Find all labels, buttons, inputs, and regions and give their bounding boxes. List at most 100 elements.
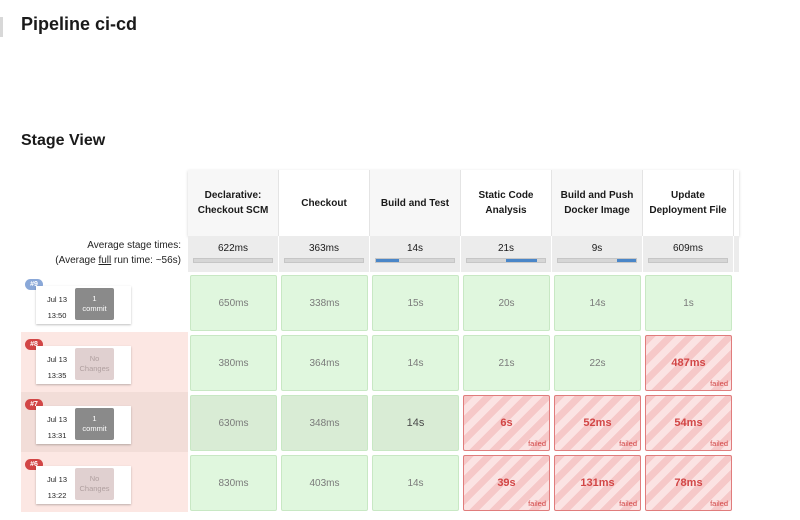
stage-duration: 14s <box>406 417 425 429</box>
stage-average-bar-fill <box>506 259 538 262</box>
stage-cell-2[interactable]: 403ms <box>281 455 368 511</box>
run-number-badge[interactable]: #8 <box>25 339 43 350</box>
stage-failed-label: failed <box>528 499 546 508</box>
stage-duration: 14s <box>407 357 424 369</box>
section-title: Stage View <box>21 132 106 149</box>
stage-header-2: Checkout <box>279 170 370 236</box>
stage-average-3: 14s <box>370 236 461 272</box>
full-run-link[interactable]: full <box>98 255 112 266</box>
stage-cell-1[interactable]: 630ms <box>190 395 277 451</box>
average-stage-times-label: Average stage times: (Average full run t… <box>55 240 181 266</box>
stage-average-value: 14s <box>406 243 424 254</box>
stage-cell-3[interactable]: 14s <box>372 395 459 451</box>
left-edge-marker <box>0 17 3 37</box>
stage-average-bar-fill <box>288 259 317 262</box>
stage-average-bar <box>193 258 273 263</box>
run-changes-button[interactable]: 1 commit <box>75 408 114 440</box>
stage-duration: 830ms <box>218 477 249 489</box>
stage-duration: 54ms <box>674 417 703 429</box>
stage-cell-6[interactable]: 487ms failed <box>645 335 732 391</box>
stage-average-value: 609ms <box>672 243 703 254</box>
stage-duration: 348ms <box>309 417 340 429</box>
stage-duration: 14s <box>589 297 606 309</box>
run-date: Jul 13 13:31 <box>46 415 67 440</box>
run-date: Jul 13 13:35 <box>46 355 67 380</box>
stage-cell-3[interactable]: 14s <box>372 455 459 511</box>
stage-cell-4[interactable]: 20s <box>463 275 550 331</box>
stage-average-value: 9s <box>591 243 603 254</box>
stage-duration: 6s <box>500 417 513 429</box>
stage-average-4: 21s <box>461 236 552 272</box>
stage-duration: 52ms <box>583 417 612 429</box>
stage-average-bar-fill <box>197 259 233 262</box>
stage-cell-5[interactable]: 52ms failed <box>554 395 641 451</box>
stage-cell-3[interactable]: 14s <box>372 335 459 391</box>
run-date: Jul 13 13:50 <box>46 295 67 320</box>
run-number-badge[interactable]: #6 <box>25 459 43 470</box>
stage-average-value: 363ms <box>308 243 339 254</box>
stage-average-bar-fill <box>376 259 400 262</box>
stage-cell-1[interactable]: 380ms <box>190 335 277 391</box>
stage-duration: 131ms <box>580 477 615 489</box>
stage-average-5: 9s <box>552 236 643 272</box>
stage-average-value: 21s <box>497 243 515 254</box>
stage-cell-6[interactable]: 54ms failed <box>645 395 732 451</box>
run-changes-button[interactable]: 1 commit <box>75 288 114 320</box>
stage-cell-5[interactable]: 14s <box>554 275 641 331</box>
stage-duration: 14s <box>407 477 424 489</box>
run-card[interactable]: Jul 13 13:31 1 commit <box>36 406 131 444</box>
run-number-badge[interactable]: #9 <box>25 279 43 290</box>
run-card[interactable]: Jul 13 13:50 1 commit <box>36 286 131 324</box>
run-card[interactable]: Jul 13 13:35 No Changes <box>36 346 131 384</box>
stage-header-3: Build and Test <box>370 170 461 236</box>
stage-duration: 338ms <box>309 297 340 309</box>
stage-duration: 20s <box>498 297 515 309</box>
stage-duration: 364ms <box>309 357 340 369</box>
stage-cell-1[interactable]: 650ms <box>190 275 277 331</box>
stage-average-bar <box>375 258 455 263</box>
stage-header-5: Build and Push Docker Image <box>552 170 643 236</box>
stage-average-bar <box>284 258 364 263</box>
stage-average-6: 609ms <box>643 236 734 272</box>
run-row: #8 Jul 13 13:35 No Changes 380ms 364ms 14s 21s 22… <box>21 332 739 392</box>
stage-cell-3[interactable]: 15s <box>372 275 459 331</box>
stage-cell-2[interactable]: 364ms <box>281 335 368 391</box>
page-title: Pipeline ci-cd <box>21 14 138 34</box>
stage-average-bar <box>466 258 546 263</box>
stage-duration: 78ms <box>674 477 703 489</box>
stage-cell-1[interactable]: 830ms <box>190 455 277 511</box>
stage-average-bar-fill <box>652 259 673 262</box>
stage-duration: 21s <box>498 357 515 369</box>
stage-cell-4[interactable]: 21s <box>463 335 550 391</box>
run-card[interactable]: Jul 13 13:22 No Changes <box>36 466 131 504</box>
stage-cell-2[interactable]: 348ms <box>281 395 368 451</box>
run-number-badge[interactable]: #7 <box>25 399 43 410</box>
stage-failed-label: failed <box>710 439 728 448</box>
stage-header-1: Declarative: Checkout SCM <box>188 170 279 236</box>
stage-cell-4[interactable]: 39s failed <box>463 455 550 511</box>
stage-cell-2[interactable]: 338ms <box>281 275 368 331</box>
stage-cell-5[interactable]: 22s <box>554 335 641 391</box>
stage-duration: 22s <box>589 357 606 369</box>
average-times-row: 622ms 363ms 14s 21s 9s 609ms <box>188 236 739 272</box>
run-info: #6 Jul 13 13:22 No Changes <box>21 452 188 512</box>
stage-duration: 380ms <box>218 357 249 369</box>
stage-duration: 15s <box>407 297 424 309</box>
run-info: #8 Jul 13 13:35 No Changes <box>21 332 188 392</box>
stage-average-bar <box>648 258 728 263</box>
stage-header-4: Static Code Analysis <box>461 170 552 236</box>
stage-cell-6[interactable]: 1s <box>645 275 732 331</box>
stage-duration: 650ms <box>218 297 249 309</box>
stage-cell-5[interactable]: 131ms failed <box>554 455 641 511</box>
run-changes-button[interactable]: No Changes <box>75 348 114 380</box>
stage-average-bar-fill <box>616 259 636 262</box>
stage-cell-4[interactable]: 6s failed <box>463 395 550 451</box>
run-info: #9 Jul 13 13:50 1 commit <box>21 272 188 332</box>
stage-failed-label: failed <box>710 379 728 388</box>
run-date: Jul 13 13:22 <box>46 475 67 500</box>
run-changes-button[interactable]: No Changes <box>75 468 114 500</box>
run-info: #7 Jul 13 13:31 1 commit <box>21 392 188 452</box>
stage-cell-6[interactable]: 78ms failed <box>645 455 732 511</box>
stage-duration: 487ms <box>671 357 706 369</box>
stage-duration: 403ms <box>309 477 340 489</box>
